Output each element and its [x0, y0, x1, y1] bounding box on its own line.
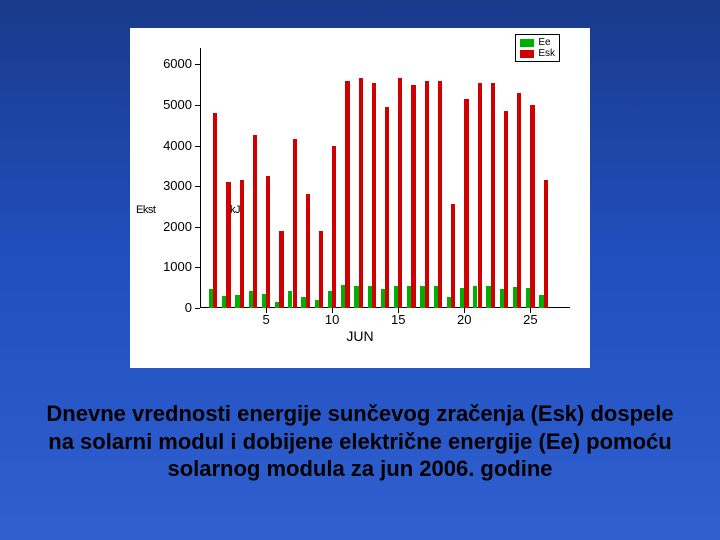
x-tick-label: 10 — [325, 312, 339, 327]
bar-esk — [451, 204, 455, 308]
y-tick-label: 6000 — [152, 56, 192, 71]
x-tick-label: 15 — [391, 312, 405, 327]
x-tick — [530, 308, 531, 313]
y-tick-label: 5000 — [152, 97, 192, 112]
bar-esk — [504, 111, 508, 308]
slide-root: Ee Esk 0100020003000400050006000 5101520… — [0, 0, 720, 540]
bar-esk — [372, 83, 376, 308]
y-tick-label: 3000 — [152, 178, 192, 193]
chart-container: Ee Esk 0100020003000400050006000 5101520… — [130, 28, 590, 368]
x-tick — [332, 308, 333, 313]
bar-esk — [226, 182, 230, 308]
bar-esk — [544, 180, 548, 308]
x-tick-label: 5 — [262, 312, 269, 327]
y-tick — [195, 146, 200, 147]
bar-esk — [359, 78, 363, 308]
x-tick — [464, 308, 465, 313]
y-tick-label: 0 — [152, 300, 192, 315]
bar-esk — [385, 107, 389, 308]
x-tick — [398, 308, 399, 313]
bar-esk — [253, 135, 257, 308]
legend-item-ee: Ee — [520, 37, 555, 48]
bar-esk — [266, 176, 270, 308]
y-tick — [195, 64, 200, 65]
bar-esk — [411, 85, 415, 308]
y-axis-line — [200, 48, 201, 308]
bar-esk — [530, 105, 534, 308]
y-tick — [195, 186, 200, 187]
legend-label-ee: Ee — [538, 37, 550, 48]
slide-caption: Dnevne vrednosti energije sunčevog zrače… — [40, 400, 680, 483]
y-tick — [195, 308, 200, 309]
bar-esk — [240, 180, 244, 308]
x-tick-label: 20 — [457, 312, 471, 327]
bar-esk — [478, 83, 482, 308]
bar-esk — [438, 81, 442, 309]
bar-esk — [306, 194, 310, 308]
y-tick-label: 2000 — [152, 219, 192, 234]
y-tick-label: 4000 — [152, 138, 192, 153]
bar-esk — [345, 81, 349, 309]
x-axis-title: JUN — [346, 328, 373, 344]
bar-esk — [319, 231, 323, 308]
x-tick-label: 25 — [523, 312, 537, 327]
y-tick — [195, 227, 200, 228]
y-tick — [195, 267, 200, 268]
bar-esk — [332, 146, 336, 309]
bar-esk — [517, 93, 521, 308]
x-tick — [266, 308, 267, 313]
y-side-label-right: kJ — [230, 204, 240, 216]
bar-esk — [425, 81, 429, 309]
y-tick — [195, 105, 200, 106]
bar-esk — [213, 113, 217, 308]
bar-esk — [293, 139, 297, 308]
bar-esk — [491, 83, 495, 308]
legend-swatch-ee — [520, 39, 534, 47]
y-side-label-left: Ekst — [136, 204, 155, 216]
bar-esk — [279, 231, 283, 308]
plot-area — [200, 48, 570, 308]
bar-esk — [464, 99, 468, 308]
bar-esk — [398, 78, 402, 308]
y-tick-label: 1000 — [152, 259, 192, 274]
